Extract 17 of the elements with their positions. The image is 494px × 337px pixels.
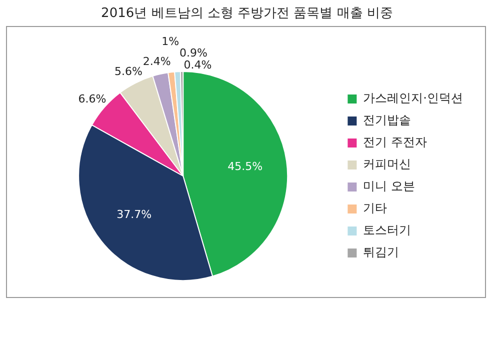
legend-label: 전기밥솥: [363, 113, 412, 128]
data-label: 0.9%: [180, 46, 208, 60]
legend-label: 기타: [363, 201, 388, 216]
legend-label: 가스레인지·인덕션: [363, 91, 464, 106]
data-label: 1%: [162, 35, 180, 48]
legend-label: 커피머신: [363, 157, 412, 172]
legend-label: 토스터기: [363, 223, 412, 238]
legend-label: 전기 주전자: [363, 135, 428, 150]
data-label: 37.7%: [116, 208, 152, 221]
legend-label: 미니 오븐: [363, 179, 416, 194]
legend-label: 튀김기: [363, 245, 400, 260]
data-label: 5.6%: [114, 65, 142, 78]
data-label: 45.5%: [228, 160, 263, 173]
data-label: 0.4%: [184, 58, 212, 72]
data-label: 6.6%: [78, 92, 106, 106]
chart-title: 2016년 베트남의 소형 주방가전 품목별 매출 비중: [100, 5, 394, 22]
data-label: 2.4%: [142, 55, 171, 68]
